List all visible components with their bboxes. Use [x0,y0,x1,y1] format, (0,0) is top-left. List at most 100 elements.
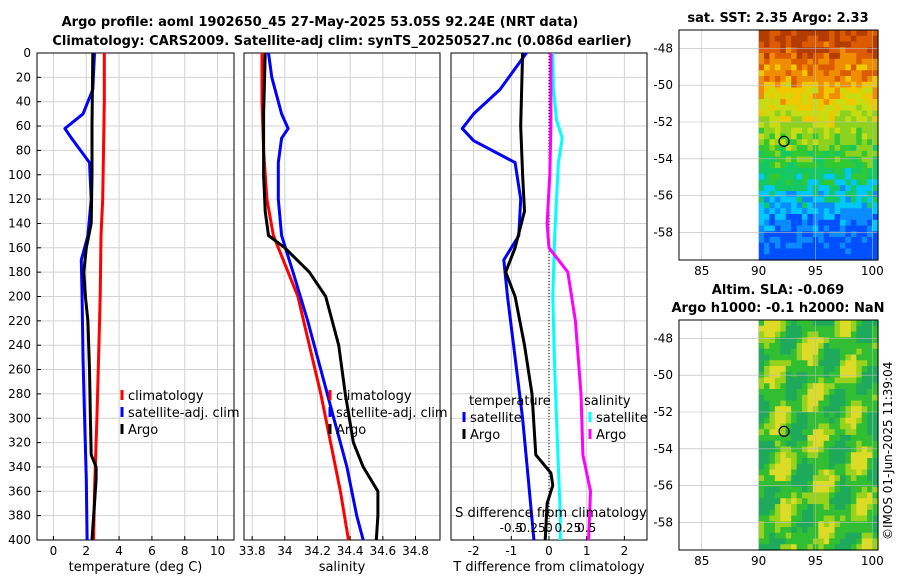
map-cell [823,463,830,471]
map-cell [774,412,781,419]
map-cell [845,104,852,112]
map-cell [780,30,787,37]
map-cell [764,498,771,505]
map-cell [774,475,781,482]
map-cell [774,116,781,123]
map-cell [872,122,879,129]
map-cell [796,492,803,499]
map-cell [807,58,814,66]
map-cell [872,110,879,117]
map-cell [834,219,841,227]
map-cell [872,191,879,198]
map-cell [823,337,830,344]
map-cell [802,248,809,255]
map-cell [823,458,830,465]
map-cell [850,400,857,407]
map-cell [780,544,787,551]
map-cell [840,463,847,471]
map-cell [834,122,841,129]
map-cell [872,70,879,77]
map-cell [861,538,868,545]
map-cell [780,99,787,106]
map-y-tick-label: -50 [653,78,673,92]
map-cell [769,475,776,482]
map-cell [829,58,836,66]
map-cell [823,469,830,476]
map-cell [807,70,814,77]
map-cell [785,30,792,37]
map-cell [850,532,857,540]
map-cell [796,354,803,361]
map-cell [823,156,830,163]
map-cell [872,248,879,255]
map-cell [867,156,874,163]
map-cell [840,475,847,482]
map-cell [764,225,771,232]
x-tick-label: 33.8 [239,544,266,558]
map-cell [850,116,857,123]
map-cell [856,242,863,250]
map-cell [812,87,819,94]
map-cell [845,191,852,198]
map-cell [840,452,847,459]
map-cell [850,498,857,505]
map-cell [823,515,830,522]
map-cell [796,343,803,350]
map-cell [780,214,787,221]
map-cell [850,30,857,37]
map-y-tick-label: -52 [653,405,673,419]
map-cell [856,337,863,344]
map-cell [834,475,841,482]
map-cell [758,343,765,350]
map-cell [840,527,847,534]
map-cell [829,179,836,186]
map-cell [840,325,847,333]
map-cell [758,168,765,175]
map-cell [829,417,836,425]
map-cell [769,509,776,517]
map-cell [796,377,803,384]
map-cell [850,191,857,198]
map-cell [791,41,798,48]
map-cell [867,366,874,373]
map-cell [807,463,814,471]
map-cell [807,320,814,327]
map-cell [764,214,771,221]
map-cell [818,463,825,471]
map-cell [856,231,863,238]
map-cell [780,150,787,158]
map-cell [872,527,879,534]
top-tick-label: -0.25 [515,521,546,535]
map-cell [796,544,803,551]
map-cell [802,191,809,198]
map-cell [780,343,787,350]
map-cell [758,179,765,186]
map-cell [796,248,803,255]
map-cell [796,509,803,517]
map-cell [802,162,809,169]
map-cell [764,423,771,430]
map-cell [791,104,798,112]
map-cell [872,515,879,522]
map-cell [764,400,771,407]
map-cell [856,173,863,181]
map-cell [840,208,847,215]
map-cell [872,325,879,333]
map-cell [802,412,809,419]
map-cell [802,179,809,186]
map-cell [791,231,798,238]
map-cell [834,452,841,459]
map-cell [834,162,841,169]
map-cell [758,237,765,244]
map-cell [840,225,847,232]
map-cell [861,191,868,198]
map-cell [823,87,830,94]
map-cell [796,139,803,146]
map-cell [780,521,787,528]
map-cell [791,242,798,250]
map-cell [764,202,771,209]
map-x-tick-label: 85 [694,554,709,568]
map-cell [850,348,857,356]
map-cell [872,116,879,123]
